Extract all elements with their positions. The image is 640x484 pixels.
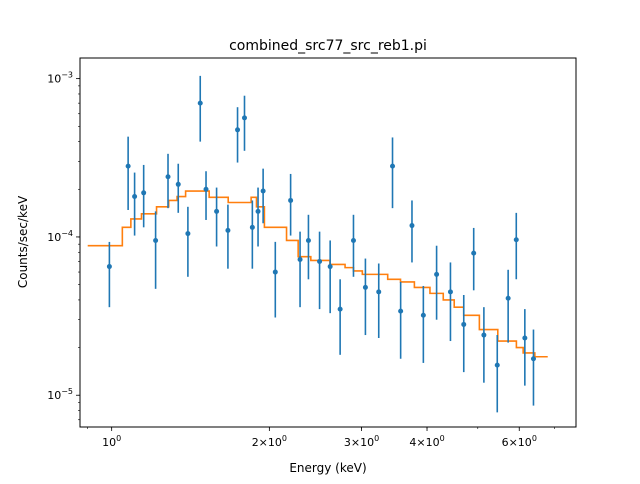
y-tick-label: 10−5 [47,387,73,402]
data-marker [447,289,453,295]
data-point [337,279,343,355]
data-point [390,137,396,209]
data-marker [530,356,536,362]
data-point [235,107,241,163]
data-marker [297,257,303,263]
data-point [260,168,266,224]
data-point [241,95,247,151]
data-marker [132,194,138,200]
data-point [203,171,209,220]
x-axis: 100 2×100 3×100 4×100 6×100 [87,427,555,449]
data-point [530,329,536,406]
x-tick-label: 6×100 [502,434,537,449]
data-marker [125,163,131,169]
plot-frame [79,57,577,428]
y-axis: 10−5 10−4 10−3 [47,71,80,421]
data-marker [305,237,311,243]
data-marker [513,237,519,243]
data-marker [185,231,191,237]
data-marker [288,197,294,203]
data-marker [337,306,343,312]
data-point [461,294,467,373]
data-point [225,204,231,269]
data-marker [420,312,426,318]
data-marker [398,308,404,314]
data-point [214,187,220,247]
data-point [317,231,323,310]
data-marker [203,186,209,192]
data-point [185,206,191,277]
data-point [447,262,453,342]
data-marker [327,264,333,270]
data-point [288,173,294,236]
data-point [522,309,528,386]
data-marker [376,289,382,295]
data-point [505,269,511,343]
data-marker [471,250,477,256]
x-tick-label: 3×100 [344,434,379,449]
data-marker [434,271,440,277]
data-marker [522,335,528,341]
data-marker [409,223,415,229]
x-tick-label: 2×100 [252,434,287,449]
data-marker [255,208,261,214]
data-point [153,211,159,289]
data-marker [505,295,511,301]
y-tick-label: 10−3 [47,71,73,86]
data-point [106,241,112,308]
data-series [106,75,536,413]
data-marker [241,115,247,121]
data-marker [165,174,171,180]
data-marker [106,264,112,270]
y-tick-label: 10−4 [47,229,73,244]
data-point [420,285,426,363]
chart-title: combined_src77_src_reb1.pi [229,38,427,54]
data-marker [350,237,356,243]
data-point [125,136,131,210]
data-point [249,200,255,269]
x-tick-label: 100 [102,434,121,449]
data-marker [461,321,467,327]
x-tick-label: 4×100 [409,434,444,449]
data-point [481,307,487,383]
data-point [398,281,404,359]
data-point [434,245,440,320]
data-marker [153,237,159,243]
data-point [409,200,415,263]
data-point [141,164,147,228]
data-point [272,241,278,318]
data-point [471,227,477,291]
data-marker [481,332,487,338]
data-marker [390,163,396,169]
data-point [197,75,203,142]
data-marker [214,208,220,214]
data-marker [494,362,500,368]
x-axis-label: Energy (keV) [289,461,366,475]
data-point [132,172,138,236]
data-marker [141,190,147,196]
data-point [513,212,519,280]
data-marker [235,127,241,133]
data-marker [197,100,203,106]
data-point [494,335,500,413]
data-point [165,153,171,209]
y-axis-label: Counts/sec/keV [16,195,30,288]
data-marker [260,188,266,194]
data-point [350,214,356,277]
data-marker [225,227,231,233]
data-point [255,187,261,247]
data-point [175,163,181,213]
data-marker [272,269,278,275]
data-marker [362,284,368,290]
data-point [327,240,333,314]
data-point [305,214,311,280]
data-marker [317,258,323,264]
data-point [376,263,382,338]
data-marker [175,181,181,187]
data-point [362,258,368,336]
data-marker [249,224,255,230]
data-point [297,231,303,308]
